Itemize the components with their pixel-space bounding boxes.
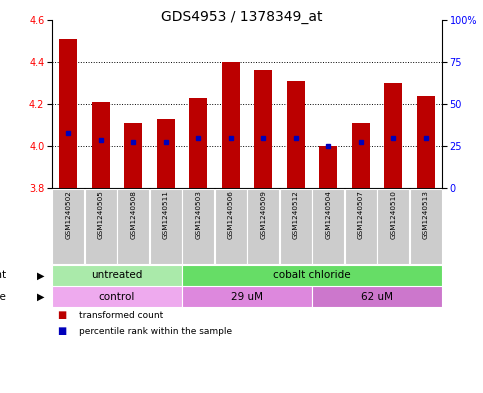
Text: GSM1240502: GSM1240502: [65, 190, 71, 239]
Bar: [117, 189, 149, 264]
Text: GSM1240505: GSM1240505: [98, 190, 104, 239]
Bar: [319, 146, 337, 188]
Text: GSM1240513: GSM1240513: [423, 190, 429, 239]
Bar: [150, 189, 182, 264]
Bar: [52, 265, 182, 286]
Text: GSM1240512: GSM1240512: [293, 190, 299, 239]
Bar: [157, 119, 175, 188]
Text: dose: dose: [0, 292, 6, 301]
Bar: [410, 189, 441, 264]
Bar: [247, 189, 279, 264]
Text: GSM1240509: GSM1240509: [260, 190, 266, 239]
Bar: [59, 39, 77, 188]
Text: GSM1240511: GSM1240511: [163, 190, 169, 239]
Text: 62 uM: 62 uM: [361, 292, 393, 301]
Bar: [182, 265, 442, 286]
Bar: [287, 81, 305, 188]
Text: control: control: [99, 292, 135, 301]
Text: GSM1240504: GSM1240504: [325, 190, 331, 239]
Bar: [313, 189, 344, 264]
Bar: [417, 95, 435, 188]
Text: GSM1240506: GSM1240506: [228, 190, 234, 239]
Text: ▶: ▶: [37, 292, 45, 301]
Bar: [85, 189, 117, 264]
Text: percentile rank within the sample: percentile rank within the sample: [79, 327, 232, 336]
Bar: [377, 189, 409, 264]
Text: GDS4953 / 1378349_at: GDS4953 / 1378349_at: [161, 10, 322, 24]
Text: GSM1240503: GSM1240503: [195, 190, 201, 239]
Text: untreated: untreated: [91, 270, 142, 281]
Bar: [52, 189, 84, 264]
Bar: [222, 62, 240, 188]
Bar: [384, 83, 402, 188]
Bar: [312, 286, 442, 307]
Text: GSM1240508: GSM1240508: [130, 190, 136, 239]
Text: cobalt chloride: cobalt chloride: [273, 270, 351, 281]
Bar: [124, 123, 142, 188]
Text: transformed count: transformed count: [79, 310, 163, 320]
Text: GSM1240510: GSM1240510: [390, 190, 396, 239]
Text: GSM1240507: GSM1240507: [358, 190, 364, 239]
Text: 29 uM: 29 uM: [231, 292, 263, 301]
Text: ■: ■: [57, 310, 66, 320]
Bar: [280, 189, 312, 264]
Bar: [52, 286, 182, 307]
Text: ▶: ▶: [37, 270, 45, 281]
Bar: [255, 70, 272, 188]
Bar: [189, 98, 207, 188]
Bar: [352, 123, 369, 188]
Text: ■: ■: [57, 326, 66, 336]
Bar: [215, 189, 247, 264]
Bar: [92, 102, 110, 188]
Bar: [345, 189, 377, 264]
Bar: [182, 189, 214, 264]
Bar: [182, 286, 312, 307]
Text: agent: agent: [0, 270, 6, 281]
